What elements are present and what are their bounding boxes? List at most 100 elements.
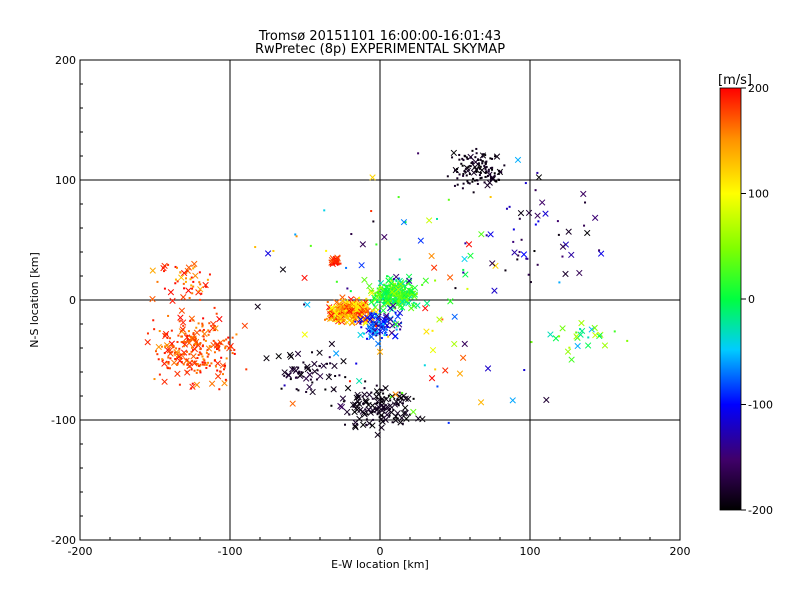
data-point-dot bbox=[462, 159, 465, 162]
data-point-cross bbox=[422, 305, 429, 312]
data-point-dot bbox=[198, 343, 201, 346]
data-point-cross bbox=[374, 316, 382, 323]
data-point-dot bbox=[453, 184, 456, 187]
data-point-cross bbox=[333, 299, 340, 306]
data-point-dot bbox=[461, 164, 464, 167]
data-point-dot bbox=[199, 363, 202, 366]
data-point-dot bbox=[170, 329, 173, 332]
data-point-dot bbox=[183, 287, 186, 290]
data-point-dot bbox=[213, 351, 216, 354]
axis-ticks: -200 -100 0 100 200 -200 -100 0 100 200 bbox=[51, 54, 690, 558]
data-point-dot bbox=[197, 322, 200, 325]
data-point-dot bbox=[208, 322, 211, 325]
data-point-dot bbox=[215, 348, 218, 351]
data-point-dot bbox=[207, 329, 210, 332]
data-point-dot bbox=[356, 307, 359, 310]
data-point-dot bbox=[355, 316, 358, 319]
data-point-dot bbox=[339, 262, 342, 265]
data-point-cross bbox=[183, 334, 191, 341]
data-point-dot bbox=[323, 318, 326, 321]
data-point-dot bbox=[393, 288, 396, 291]
data-point-dot bbox=[208, 364, 211, 367]
data-point-dot bbox=[368, 330, 371, 333]
data-point-dot bbox=[157, 358, 160, 361]
data-point-dot bbox=[216, 345, 219, 348]
data-point-cross bbox=[492, 262, 499, 269]
data-point-cross bbox=[330, 386, 337, 393]
data-point-dot bbox=[300, 371, 303, 374]
data-point-cross bbox=[174, 350, 181, 357]
data-point-cross bbox=[479, 152, 487, 159]
data-point-dot bbox=[224, 347, 227, 350]
data-point-cross bbox=[287, 353, 295, 360]
colorbar-tick-label: -200 bbox=[748, 504, 773, 517]
data-point-dot bbox=[465, 156, 468, 159]
data-point-dot bbox=[388, 414, 391, 417]
data-point-cross bbox=[576, 269, 583, 277]
data-point-dot bbox=[402, 297, 405, 300]
data-point-cross bbox=[597, 250, 605, 257]
data-point-dot bbox=[182, 363, 185, 366]
data-point-cross bbox=[373, 388, 381, 395]
data-point-cross bbox=[392, 391, 399, 398]
data-point-dot bbox=[326, 362, 329, 365]
data-point-dot bbox=[518, 217, 521, 220]
data-point-dot bbox=[491, 166, 494, 169]
data-point-dot bbox=[462, 173, 465, 176]
data-point-dot bbox=[359, 321, 362, 324]
data-point-dot bbox=[184, 280, 187, 283]
data-point-dot bbox=[170, 344, 173, 347]
data-point-cross bbox=[306, 383, 313, 391]
data-point-dot bbox=[204, 339, 207, 342]
data-point-dot bbox=[377, 320, 380, 323]
data-point-dot bbox=[207, 353, 210, 356]
data-point-dot bbox=[434, 279, 437, 282]
data-point-cross bbox=[357, 331, 364, 339]
data-point-dot bbox=[394, 311, 397, 314]
data-point-dot bbox=[195, 341, 198, 344]
data-point-dot bbox=[220, 356, 223, 359]
data-point-dot bbox=[478, 174, 481, 177]
data-point-dot bbox=[197, 353, 200, 356]
data-point-cross bbox=[456, 370, 464, 377]
data-point-cross bbox=[377, 280, 385, 287]
data-point-cross bbox=[311, 360, 318, 368]
data-point-dot bbox=[184, 340, 187, 343]
data-point-cross bbox=[451, 340, 458, 348]
data-point-dot bbox=[373, 304, 376, 307]
data-point-dot bbox=[325, 317, 328, 320]
data-point-cross bbox=[328, 304, 335, 311]
data-point-dot bbox=[162, 270, 165, 273]
data-point-dot bbox=[153, 378, 156, 381]
data-point-dot bbox=[471, 161, 474, 164]
data-point-cross bbox=[584, 342, 592, 349]
data-point-dot bbox=[408, 413, 411, 416]
data-point-dot bbox=[462, 271, 465, 274]
data-point-cross bbox=[368, 299, 375, 306]
data-point-dot bbox=[182, 352, 185, 355]
data-point-cross bbox=[400, 219, 408, 226]
data-point-cross bbox=[335, 318, 342, 325]
data-point-dot bbox=[197, 364, 200, 367]
data-point-dot bbox=[480, 176, 483, 179]
data-point-cross bbox=[210, 341, 217, 349]
data-point-dot bbox=[376, 301, 379, 304]
data-point-cross bbox=[197, 286, 204, 293]
data-point-dot bbox=[164, 345, 167, 348]
data-point-dot bbox=[210, 362, 213, 365]
data-point-dot bbox=[381, 305, 384, 308]
data-point-dot bbox=[196, 357, 199, 360]
data-point-cross bbox=[212, 325, 219, 332]
data-point-cross bbox=[178, 274, 185, 281]
data-point-dot bbox=[395, 416, 398, 419]
data-point-cross bbox=[208, 380, 216, 387]
data-point-cross bbox=[578, 327, 586, 335]
data-point-dot bbox=[461, 187, 464, 190]
data-point-dot bbox=[367, 325, 370, 328]
data-point-dot bbox=[377, 324, 380, 327]
data-point-dot bbox=[173, 351, 176, 354]
data-point-dot bbox=[398, 277, 401, 280]
data-point-dot bbox=[289, 378, 292, 381]
data-point-dot bbox=[447, 198, 450, 201]
data-point-cross bbox=[355, 394, 362, 401]
